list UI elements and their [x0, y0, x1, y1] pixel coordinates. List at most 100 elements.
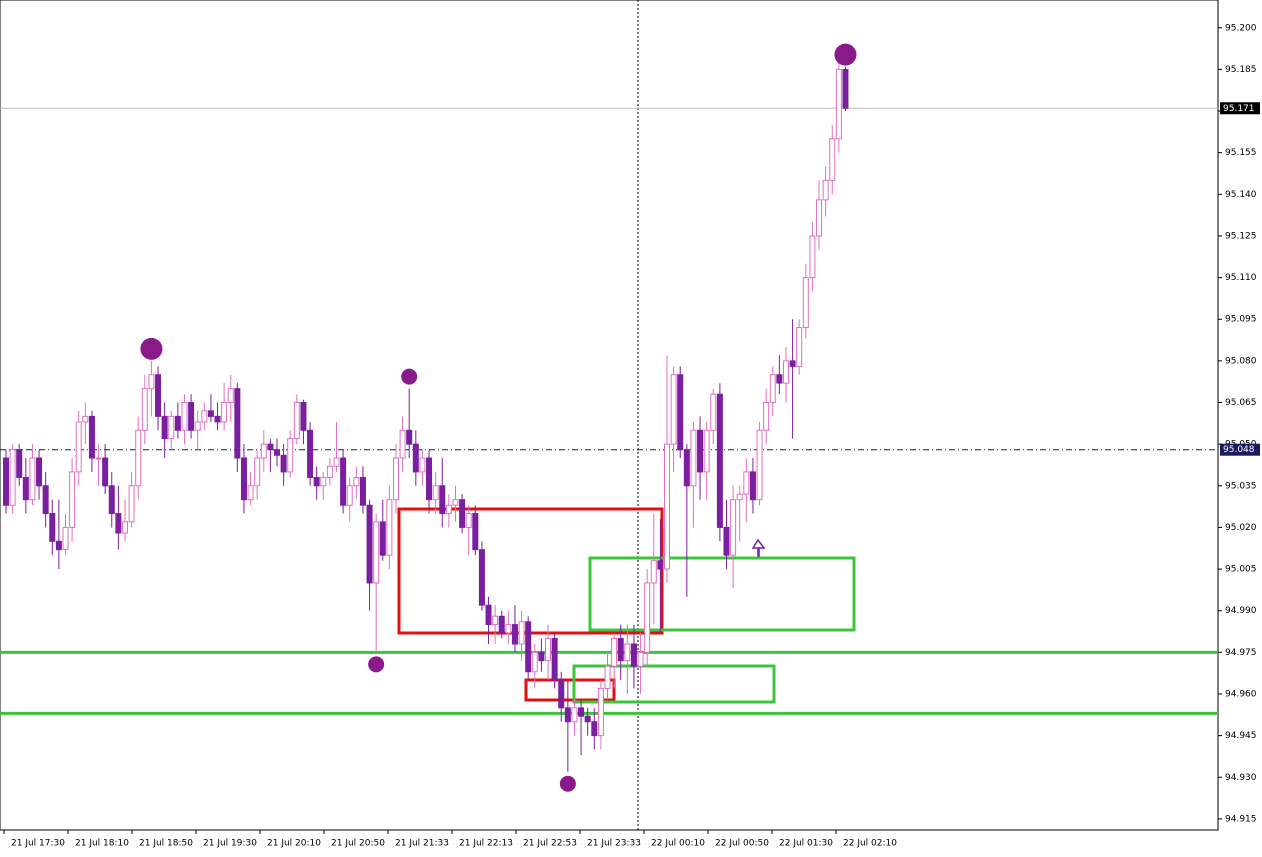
candle-body [22, 476, 29, 501]
candle-body [756, 429, 763, 501]
candle-body [82, 415, 89, 423]
candle-body [749, 471, 756, 501]
price-label: 95.048 [1223, 445, 1255, 455]
candle-body [293, 402, 300, 440]
y-tick-label: 94.975 [1225, 648, 1257, 658]
candle-body [538, 651, 545, 662]
candle-body [545, 637, 552, 662]
candle-body [432, 485, 439, 501]
y-tick-label: 95.065 [1225, 398, 1257, 408]
x-tick-label: 21 Jul 22:13 [459, 839, 513, 849]
candle-body [498, 615, 505, 634]
candle-body [703, 429, 710, 473]
y-tick-label: 95.200 [1225, 23, 1257, 33]
candle-body [75, 421, 82, 473]
candle-body [763, 402, 770, 431]
candle-body [697, 429, 704, 473]
candle-body [551, 637, 558, 681]
candle-body [558, 679, 565, 709]
y-tick-label: 95.020 [1225, 523, 1257, 533]
y-tick-label: 95.155 [1225, 148, 1257, 158]
candle-body [802, 277, 809, 329]
candle-body [88, 415, 95, 459]
candle-body [426, 457, 433, 501]
candle-body [531, 651, 538, 673]
price-label-box [1220, 443, 1260, 456]
candle-body [267, 443, 274, 451]
candle-body [102, 457, 109, 487]
candle-body [617, 637, 624, 662]
x-tick-label: 21 Jul 20:50 [331, 839, 385, 849]
candle-body [392, 457, 399, 501]
zones [397, 507, 856, 704]
candle-body [478, 549, 485, 606]
fractal-marker [559, 775, 576, 792]
candle-body [221, 402, 228, 423]
candle-body [161, 415, 168, 440]
candle-body [518, 621, 525, 645]
candle-body [207, 410, 214, 417]
candle-body [240, 457, 247, 501]
candle-body [716, 393, 723, 528]
candle-body [584, 715, 591, 723]
price-label: 95.171 [1223, 104, 1255, 114]
candle-body [194, 421, 201, 431]
candle-body [525, 621, 532, 673]
x-tick-label: 22 Jul 01:30 [779, 839, 833, 849]
x-tick-label: 21 Jul 23:33 [587, 839, 641, 849]
candle-body [459, 499, 466, 528]
y-tick-label: 95.005 [1225, 565, 1257, 575]
candle-body [115, 513, 122, 534]
candle-body [604, 665, 611, 689]
candle-body [782, 360, 789, 384]
candle-body [181, 402, 188, 431]
candle-body [730, 499, 737, 556]
x-tick-label: 21 Jul 22:53 [523, 839, 577, 849]
candle-body [597, 687, 604, 737]
candle-body [379, 521, 386, 556]
candle-body [670, 374, 677, 445]
candle-body [300, 402, 307, 431]
candle-body [399, 429, 406, 459]
x-tick-label: 22 Jul 02:10 [843, 839, 897, 849]
candle-body [128, 485, 135, 523]
candle-body [723, 526, 730, 556]
candle-body [234, 388, 241, 459]
demand-zone [572, 664, 776, 704]
x-tick-label: 21 Jul 17:30 [11, 839, 65, 849]
candle-body [49, 513, 56, 542]
y-tick-label: 94.990 [1225, 606, 1257, 616]
candle-body [465, 513, 472, 528]
candle-body [9, 449, 16, 506]
candle-body [135, 429, 142, 487]
candle-body [16, 449, 23, 478]
candle-body [69, 471, 76, 528]
candle-body [155, 374, 162, 417]
y-tick-label: 95.125 [1225, 231, 1257, 241]
candle-body [624, 643, 631, 662]
candle-body [829, 138, 836, 181]
candle-body [188, 402, 195, 431]
fractal-marker [401, 368, 418, 385]
candle-body [29, 457, 36, 501]
candle-body [174, 415, 181, 431]
candle-body [412, 443, 419, 473]
candle-body [406, 429, 413, 445]
y-tick-label: 95.185 [1225, 65, 1257, 75]
candle-body [657, 560, 664, 570]
candle-body [796, 327, 803, 367]
candle-body [42, 485, 49, 515]
y-tick-label: 95.080 [1225, 356, 1257, 366]
x-tick-label: 21 Jul 18:50 [139, 839, 193, 849]
candle-body [386, 499, 393, 556]
candle-body [373, 521, 380, 584]
candle-body [485, 604, 492, 626]
x-tick-label: 22 Jul 00:50 [715, 839, 769, 849]
candle-body [227, 388, 234, 404]
x-tick-label: 22 Jul 00:10 [651, 839, 705, 849]
candle-body [3, 457, 9, 506]
candle-body [333, 457, 340, 467]
candle-body [108, 485, 115, 515]
candle-body [809, 235, 816, 279]
candle-body [62, 526, 69, 551]
